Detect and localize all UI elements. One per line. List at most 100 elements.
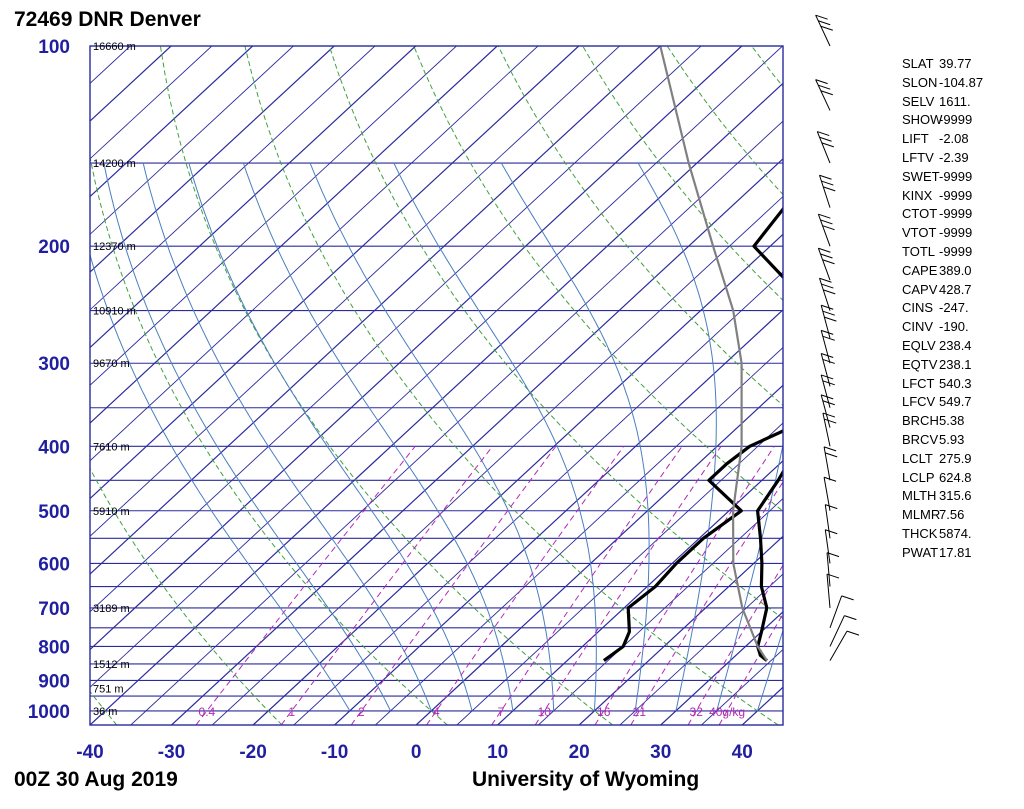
wind-barb-flag <box>823 446 837 452</box>
height-label: 1512 m <box>93 659 130 671</box>
mixing-ratio-label: 16 <box>597 705 611 719</box>
index-value: -9999 <box>939 187 973 203</box>
index-value: -2.39 <box>939 149 969 165</box>
mixing-ratio-label: 7 <box>498 705 505 719</box>
index-name: CAPV <box>902 281 938 297</box>
temperature-tick-label: 0 <box>411 742 422 763</box>
isotherm-line <box>252 233 783 725</box>
index-value: 275.9 <box>939 450 972 466</box>
temperature-tick-label: 10 <box>487 742 508 763</box>
wind-barb-flag <box>826 552 840 558</box>
isotherm-line <box>90 46 661 575</box>
index-value: -190. <box>939 319 969 335</box>
index-value: 17.81 <box>939 544 972 560</box>
pressure-tick-label: 800 <box>38 637 70 658</box>
isotherm-line <box>211 195 783 725</box>
moist-adiabat-line <box>142 162 432 712</box>
wind-barb-flag <box>819 136 832 142</box>
wind-barb-flag <box>822 259 835 265</box>
dewpoint-trace <box>602 206 783 662</box>
index-row: MLTH 315.6 <box>902 487 983 506</box>
index-name: THCK <box>902 525 938 541</box>
dry-adiabat-line <box>90 690 118 725</box>
isotherm-line <box>90 46 783 688</box>
wind-barb-flag <box>821 180 834 186</box>
index-name: BRCH <box>902 413 939 429</box>
index-row: EQTV 238.1 <box>902 356 983 375</box>
wind-barb <box>829 615 845 647</box>
plot-frame <box>89 45 784 726</box>
isotherm-line <box>90 46 417 349</box>
isotherm-line <box>538 497 783 725</box>
index-name: SLON <box>902 74 938 90</box>
wind-barb <box>817 248 831 281</box>
mixing-ratio-line <box>534 446 722 725</box>
isotherm-line <box>619 573 783 725</box>
mixing-ratio-line <box>280 445 493 725</box>
index-name: KINX <box>902 187 933 203</box>
isotherm-line <box>334 308 783 725</box>
height-label: 5910 m <box>93 506 130 518</box>
index-row: SHOW-9999 <box>902 111 983 130</box>
index-value: -9999 <box>939 243 973 259</box>
index-name: BRCV <box>902 431 939 447</box>
height-label: 12370 m <box>93 241 136 253</box>
temperature-tick-label: -40 <box>76 742 103 763</box>
dry-adiabat-line <box>159 46 614 725</box>
wind-barb-flag <box>815 14 828 20</box>
index-name: SLAT <box>902 56 934 71</box>
index-value: 5.38 <box>939 413 965 429</box>
mixing-ratio-label: 4 <box>433 705 440 719</box>
wind-barb <box>829 630 848 661</box>
pressure-tick-label: 600 <box>38 554 70 575</box>
wind-barb <box>824 529 831 564</box>
wind-barb <box>820 353 831 387</box>
wind-barb-flag <box>825 529 838 535</box>
wind-barb-flag <box>820 90 833 96</box>
index-value: 549.7 <box>939 394 972 410</box>
index-name: LIFT <box>902 131 929 147</box>
mixing-ratio-label: 32 <box>690 705 704 719</box>
index-row: SELV 1611. <box>902 93 983 112</box>
index-name: LCLP <box>902 469 935 485</box>
isotherm-line <box>90 46 743 651</box>
temperature-tick-label: -10 <box>321 742 348 763</box>
wind-barb-flag <box>819 277 832 283</box>
index-value: -9999 <box>939 112 973 128</box>
wind-barb-flag <box>823 289 836 295</box>
index-value: 428.7 <box>939 281 972 297</box>
index-name: LFTV <box>902 149 934 165</box>
pressure-tick-label: 1000 <box>28 702 70 723</box>
wind-barb-flag <box>819 174 832 180</box>
wind-barb-flag <box>823 476 837 482</box>
wind-barb-flag <box>818 20 831 26</box>
index-value: -9999 <box>939 206 973 222</box>
moist-adiabat-line <box>716 442 783 712</box>
mixing-ratio-line <box>491 446 683 725</box>
temperature-tick-label: -20 <box>239 742 266 763</box>
height-label: 751 m <box>93 683 124 695</box>
wind-barb-flag <box>821 374 834 380</box>
wind-barb-flag <box>821 304 834 310</box>
wind-barb <box>820 330 831 364</box>
wind-barb-flag <box>824 316 837 322</box>
index-name: CTOT <box>902 206 938 222</box>
isotherm-line <box>90 46 539 462</box>
mixing-ratio-line <box>594 446 775 725</box>
pressure-tick-label: 100 <box>38 37 70 58</box>
wind-barbs <box>815 14 860 661</box>
wind-barb <box>820 394 831 428</box>
index-name: EQLV <box>902 337 936 353</box>
mixing-ratio-label: 1 <box>288 705 295 719</box>
index-value: 624.8 <box>939 469 972 485</box>
data-source: University of Wyoming <box>472 768 700 791</box>
index-name: CAPE <box>902 262 938 278</box>
isotherm-line <box>90 46 213 160</box>
index-value: 238.4 <box>939 337 972 353</box>
index-row: LIFT -2.08 <box>902 130 983 149</box>
isotherm-line <box>90 46 335 273</box>
wind-barb <box>822 412 831 447</box>
wind-barb <box>823 446 831 481</box>
index-name: LFCV <box>902 394 936 410</box>
index-row: CINS -247. <box>902 299 983 318</box>
